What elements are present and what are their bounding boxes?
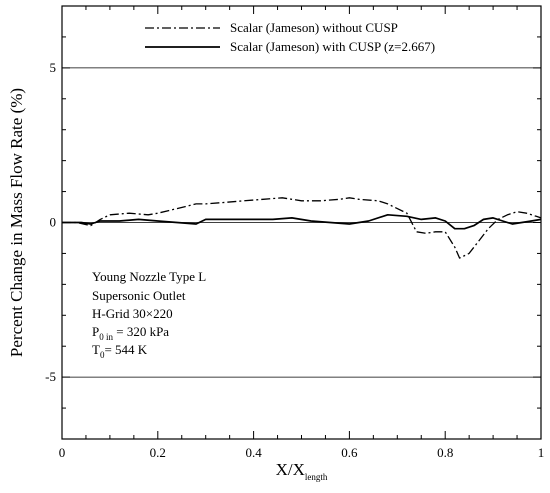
x-tick-label: 0 bbox=[59, 445, 66, 460]
series-line-0 bbox=[62, 197, 542, 259]
y-tick-label: 0 bbox=[50, 215, 57, 230]
gridlines bbox=[62, 67, 541, 378]
annotation-pressure-symbol: P bbox=[92, 324, 99, 339]
x-tick-labels: 0 0.2 0.4 0.6 0.8 1 bbox=[59, 445, 545, 460]
legend: Scalar (Jameson) without CUSP Scalar (Ja… bbox=[145, 20, 435, 54]
series-line-1 bbox=[62, 213, 542, 230]
y-tick-label: -5 bbox=[45, 369, 56, 384]
annotation-temperature: T0= 544 K bbox=[92, 342, 148, 360]
x-tick-label: 0.8 bbox=[437, 445, 453, 460]
annotation-pressure: P0 in = 320 kPa bbox=[92, 324, 169, 342]
annotation-block: Young Nozzle Type L Supersonic Outlet H-… bbox=[92, 269, 206, 360]
annotation-temperature-symbol: T bbox=[92, 342, 100, 357]
y-tick-label: 5 bbox=[50, 60, 57, 75]
x-tick-label: 0.6 bbox=[341, 445, 358, 460]
annotation-temperature-value: = 544 K bbox=[104, 342, 147, 357]
y-axis-label: Percent Change in Mass Flow Rate (%) bbox=[7, 88, 26, 357]
axis-ticks bbox=[61, 5, 542, 440]
x-tick-label: 1 bbox=[538, 445, 545, 460]
annotation-outlet: Supersonic Outlet bbox=[92, 288, 186, 303]
annotation-pressure-value: = 320 kPa bbox=[113, 324, 169, 339]
annotation-grid: H-Grid 30×220 bbox=[92, 306, 173, 321]
x-tick-label: 0.4 bbox=[245, 445, 262, 460]
annotation-pressure-sub: 0 in bbox=[99, 332, 113, 342]
annotation-nozzle: Young Nozzle Type L bbox=[92, 269, 206, 284]
x-axis-label-main: X/X bbox=[276, 460, 305, 479]
x-tick-label: 0.2 bbox=[150, 445, 166, 460]
series-group bbox=[62, 197, 542, 259]
x-axis-label-sub: length bbox=[305, 472, 328, 482]
annotation-temperature-sub: 0 bbox=[100, 350, 105, 360]
legend-label-with-cusp: Scalar (Jameson) with CUSP (z=2.667) bbox=[230, 39, 435, 54]
x-axis-label: X/Xlength bbox=[276, 460, 328, 482]
y-tick-labels: -5 0 5 bbox=[45, 60, 56, 384]
legend-label-without-cusp: Scalar (Jameson) without CUSP bbox=[230, 20, 398, 35]
